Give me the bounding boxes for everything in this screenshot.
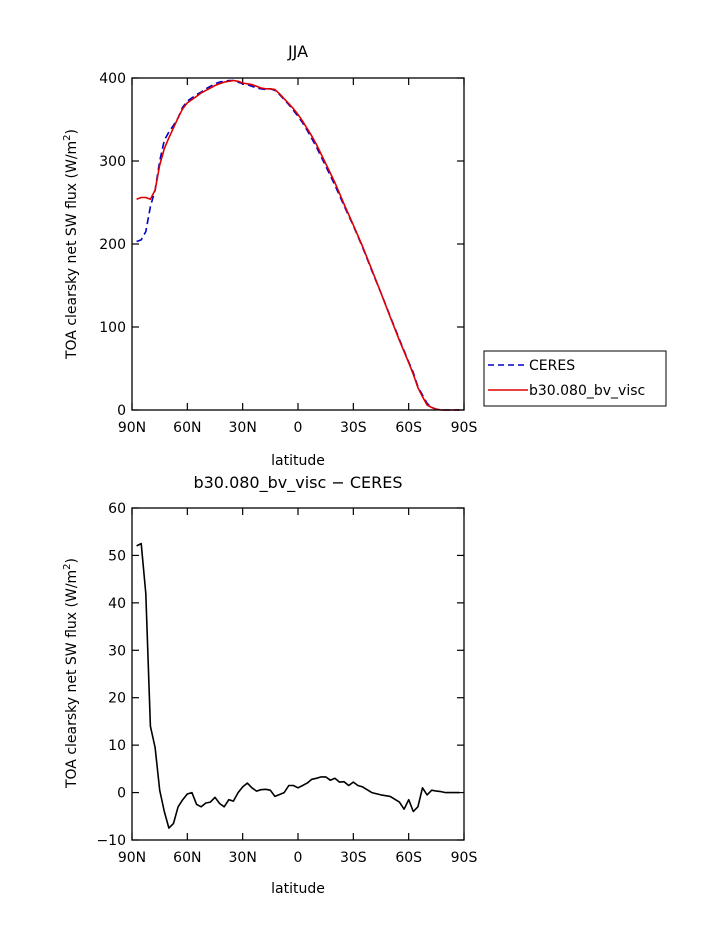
bottom-y-axis-label: TOA clearsky net SW flux (W/m2) bbox=[62, 558, 80, 789]
legend-label-model: b30.080_bv_visc bbox=[529, 383, 645, 399]
bottom-x-ticks: 90N 60N 30N 0 30S 60S 90S bbox=[118, 508, 478, 866]
bottom-x-tick-label: 60S bbox=[395, 850, 422, 866]
bottom-y-ticks: −10 0 10 20 30 40 50 60 bbox=[96, 501, 464, 849]
top-y-ticks: 0 100 200 300 400 bbox=[99, 71, 464, 419]
bottom-y-tick-label: 10 bbox=[108, 738, 126, 754]
bottom-y-label-main: TOA clearsky net SW flux (W/m bbox=[64, 570, 80, 789]
top-y-tick-label: 300 bbox=[99, 154, 126, 170]
bottom-y-tick-label: 0 bbox=[117, 786, 126, 802]
bottom-x-tick-label: 0 bbox=[294, 850, 303, 866]
top-panel-title: JJA bbox=[287, 42, 308, 61]
top-y-label-main: TOA clearsky net SW flux (W/m bbox=[64, 141, 80, 360]
bottom-plot-lines bbox=[136, 542, 460, 829]
top-y-tick-label: 400 bbox=[99, 71, 126, 87]
legend: CERES b30.080_bv_visc bbox=[483, 350, 667, 407]
bottom-series-line-difference bbox=[136, 542, 460, 829]
bottom-y-tick-label: 20 bbox=[108, 691, 126, 707]
top-y-tick-label: 0 bbox=[117, 403, 126, 419]
top-x-tick-label: 60S bbox=[395, 420, 422, 436]
bottom-y-tick-label: 50 bbox=[108, 548, 126, 564]
bottom-x-tick-label: 30S bbox=[340, 850, 367, 866]
top-x-tick-label: 90S bbox=[451, 420, 478, 436]
bottom-y-tick-label: −10 bbox=[96, 833, 126, 849]
top-x-tick-label: 90N bbox=[118, 420, 146, 436]
bottom-y-tick-label: 30 bbox=[108, 643, 126, 659]
top-x-tick-label: 60N bbox=[173, 420, 201, 436]
bottom-y-tick-label: 40 bbox=[108, 596, 126, 612]
bottom-y-label-sup: 2 bbox=[62, 563, 73, 569]
bottom-x-tick-label: 90S bbox=[451, 850, 478, 866]
bottom-panel: b30.080_bv_visc − CERES TOA clearsky net… bbox=[62, 473, 477, 897]
top-plot-frame bbox=[131, 77, 465, 411]
bottom-x-tick-label: 60N bbox=[173, 850, 201, 866]
top-plot-lines bbox=[136, 79, 460, 411]
legend-box bbox=[483, 350, 667, 407]
top-y-label-sup: 2 bbox=[62, 134, 73, 140]
bottom-x-axis-label: latitude bbox=[271, 881, 325, 897]
top-y-tick-label: 100 bbox=[99, 320, 126, 336]
top-y-label-close: ) bbox=[64, 129, 80, 134]
top-panel: JJA TOA clearsky net SW flux (W/m2) lati… bbox=[62, 42, 477, 469]
bottom-y-tick-label: 60 bbox=[108, 501, 126, 517]
svg-text:TOA clearsky net SW flux (W/m2: TOA clearsky net SW flux (W/m2) bbox=[62, 558, 80, 789]
top-x-tick-label: 30S bbox=[340, 420, 367, 436]
bottom-y-label-close: ) bbox=[64, 558, 80, 563]
top-series-line-ceres bbox=[136, 79, 460, 411]
bottom-panel-title: b30.080_bv_visc − CERES bbox=[193, 473, 402, 493]
top-x-tick-label: 0 bbox=[294, 420, 303, 436]
top-x-axis-label: latitude bbox=[271, 453, 325, 469]
bottom-x-tick-label: 30N bbox=[229, 850, 257, 866]
top-x-tick-label: 30N bbox=[229, 420, 257, 436]
top-y-axis-label: TOA clearsky net SW flux (W/m2) bbox=[62, 129, 80, 360]
bottom-x-tick-label: 90N bbox=[118, 850, 146, 866]
svg-text:TOA clearsky net SW flux (W/m2: TOA clearsky net SW flux (W/m2) bbox=[62, 129, 80, 360]
top-y-tick-label: 200 bbox=[99, 237, 126, 253]
top-series-line-b30-080-bv-visc bbox=[136, 79, 460, 411]
legend-label-ceres: CERES bbox=[529, 358, 575, 374]
bottom-plot-frame bbox=[131, 507, 465, 841]
